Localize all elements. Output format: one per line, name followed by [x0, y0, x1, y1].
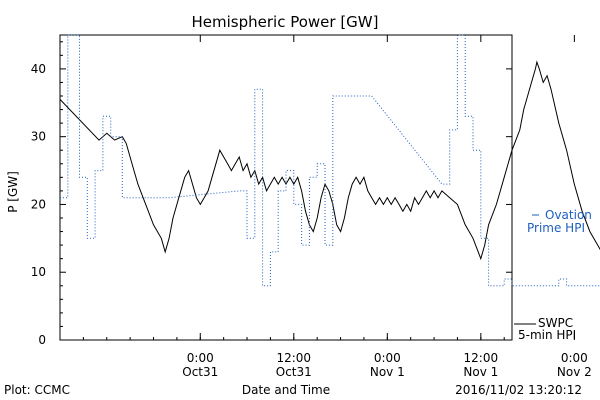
x-tick-time-label: 0:00: [561, 351, 588, 365]
x-tick-date-label: Nov 2: [557, 365, 592, 379]
y-tick-label: 0: [38, 333, 46, 347]
chart-title: Hemispheric Power [GW]: [192, 13, 379, 31]
x-tick-time-label: 0:00: [374, 351, 401, 365]
legend-label-prime-hpi: Prime HPI: [527, 221, 585, 235]
plot-frame: [59, 34, 513, 341]
x-tick-time-label: 12:00: [464, 351, 499, 365]
y-tick-label: 20: [31, 197, 46, 211]
plot-timestamp: 2016/11/02 13:20:12: [455, 383, 582, 397]
y-axis-label: P [GW]: [6, 171, 20, 213]
y-tick-label: 30: [31, 130, 46, 144]
x-tick-date-label: Oct31: [182, 365, 218, 379]
x-tick-time-label: 0:00: [187, 351, 214, 365]
series-line-ovation-prime-hpi: [60, 34, 600, 287]
y-tick-label: 40: [31, 62, 46, 76]
legend-label-ovation: Ovation: [545, 208, 592, 222]
x-tick-time-label: 12:00: [276, 351, 311, 365]
y-tick-label: 10: [31, 265, 46, 279]
x-axis-label: Date and Time: [242, 383, 330, 397]
plot-source-label: Plot: CCMC: [4, 383, 70, 397]
x-tick-date-label: Oct31: [276, 365, 312, 379]
legend-label-5min-hpi: 5-min HPI: [518, 328, 576, 342]
x-tick-date-label: Nov 1: [370, 365, 405, 379]
x-tick-date-label: Nov 1: [463, 365, 498, 379]
series-line-swpc-hpi: [59, 60, 600, 261]
legend-label-swpc: SWPC: [538, 316, 573, 330]
